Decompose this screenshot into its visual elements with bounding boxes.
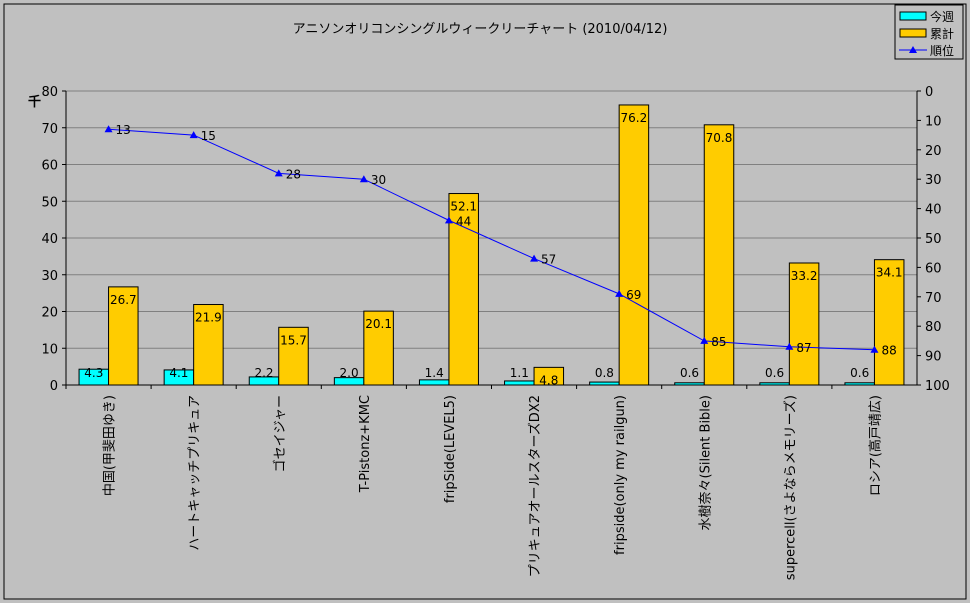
rank-marker <box>700 336 709 344</box>
rank-marker <box>274 169 283 177</box>
x-tick-label: ロシア(高戸靖広) <box>867 395 883 496</box>
data-label-rank: 87 <box>796 341 811 355</box>
data-label-total: 76.2 <box>621 111 648 125</box>
data-label-this-week: 0.8 <box>595 366 614 380</box>
bar-total <box>873 259 905 386</box>
right-tick-label: 30 <box>925 173 942 188</box>
legend-label-total: 累計 <box>930 26 954 41</box>
legend-swatch-total <box>899 28 927 38</box>
bar-this-week <box>418 379 450 386</box>
data-label-this-week: 1.1 <box>510 366 529 380</box>
rank-marker <box>444 216 453 224</box>
x-tick-label: ゴセイジャー <box>272 395 288 472</box>
right-tick-label: 80 <box>925 320 942 335</box>
right-tick-label: 0 <box>925 85 933 100</box>
chart-title: アニソンオリコンシングルウィークリーチャート (2010/04/12) <box>293 22 668 37</box>
right-tick-label: 100 <box>925 379 950 394</box>
x-tick-label: プリキュアオールスターズDX2 <box>527 395 543 577</box>
x-tick-label: T-Pistonz+KMC <box>358 395 373 493</box>
bar-total <box>363 310 394 386</box>
bar-this-week <box>504 380 535 386</box>
data-label-total: 52.1 <box>450 200 477 214</box>
rank-marker <box>530 254 539 262</box>
data-label-rank: 88 <box>881 344 896 358</box>
left-tick-label: 0 <box>50 379 58 394</box>
legend-label-rank: 順位 <box>930 43 954 58</box>
x-tick-label: 水樹奈々(Silent Bible) <box>698 395 713 530</box>
left-tick-label: 40 <box>41 232 58 247</box>
bar-total <box>448 193 479 386</box>
data-label-total: 33.2 <box>791 269 818 283</box>
data-label-total: 34.1 <box>876 266 903 280</box>
left-axis-unit: 千 <box>28 94 41 110</box>
data-label-this-week: 0.6 <box>850 366 869 380</box>
data-label-total: 70.8 <box>706 131 733 145</box>
rank-line <box>108 128 875 351</box>
data-label-this-week: 1.4 <box>425 366 444 380</box>
left-tick-label: 30 <box>41 269 58 284</box>
rank-marker <box>104 125 113 133</box>
left-tick-label: 80 <box>41 85 58 100</box>
legend-swatch-this-week <box>899 11 927 21</box>
right-tick-label: 20 <box>925 144 942 159</box>
rank-marker <box>615 289 624 297</box>
x-tick-label: 中国(甲斐田ゆき) <box>103 395 118 496</box>
legend: 今週 累計 順位 <box>894 4 964 60</box>
bar-total <box>193 304 224 386</box>
data-label-this-week: 2.0 <box>340 366 359 380</box>
left-tick-label: 50 <box>41 195 58 210</box>
data-label-rank: 30 <box>371 173 386 187</box>
left-tick-label: 20 <box>41 306 58 321</box>
data-label-this-week: 0.6 <box>765 366 784 380</box>
left-tick-label: 60 <box>41 159 58 174</box>
data-label-total: 21.9 <box>195 311 222 325</box>
data-label-rank: 44 <box>456 214 471 228</box>
data-label-rank: 69 <box>626 288 641 302</box>
rank-marker <box>785 342 794 350</box>
right-tick-label: 10 <box>925 114 942 129</box>
data-label-rank: 13 <box>116 123 131 137</box>
data-label-total: 20.1 <box>365 317 392 331</box>
data-label-this-week: 4.1 <box>169 366 188 380</box>
data-label-this-week: 4.3 <box>84 366 103 380</box>
data-label-this-week: 2.2 <box>254 366 273 380</box>
right-tick-label: 70 <box>925 291 942 306</box>
bar-total <box>618 104 650 386</box>
x-tick-label: fripside(only my railgun) <box>613 395 628 555</box>
rank-marker <box>189 131 198 139</box>
left-tick-label: 10 <box>41 342 58 357</box>
right-tick-label: 50 <box>925 232 942 247</box>
x-tick-label: supercell(さよならメモリーズ) <box>782 395 798 580</box>
rank-marker <box>870 345 879 353</box>
data-label-rank: 15 <box>201 129 216 143</box>
left-tick-label: 70 <box>41 122 58 137</box>
data-label-rank: 28 <box>286 167 301 181</box>
data-label-total: 4.8 <box>539 373 558 387</box>
data-label-total: 26.7 <box>110 293 137 307</box>
right-tick-label: 60 <box>925 261 942 276</box>
data-label-this-week: 0.6 <box>680 366 699 380</box>
x-tick-label: fripSide(LEVEL5) <box>443 395 458 503</box>
data-label-rank: 57 <box>541 253 556 267</box>
legend-marker-rank <box>909 46 917 53</box>
rank-marker <box>359 175 368 183</box>
right-tick-label: 40 <box>925 203 942 218</box>
bar-total <box>788 262 820 386</box>
legend-label-this-week: 今週 <box>930 9 954 24</box>
data-label-rank: 85 <box>711 335 726 349</box>
right-tick-label: 90 <box>925 350 942 365</box>
x-tick-label: ハートキャッチプリキュア <box>188 395 203 551</box>
data-label-total: 15.7 <box>280 333 307 347</box>
